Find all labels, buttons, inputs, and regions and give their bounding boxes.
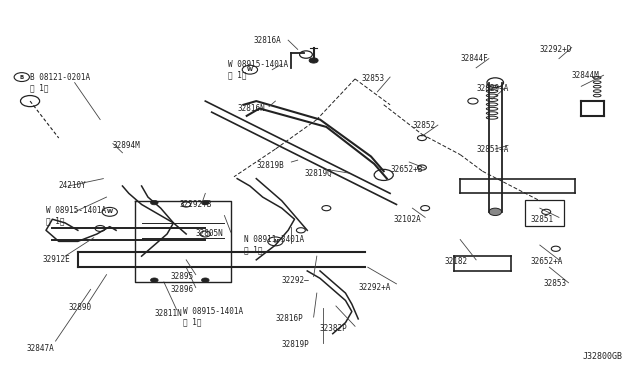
Text: 32819P: 32819P	[282, 340, 310, 349]
Circle shape	[202, 278, 209, 282]
Text: 32819Q: 32819Q	[304, 169, 332, 177]
Text: 32894M: 32894M	[113, 141, 141, 150]
Text: 32890: 32890	[68, 303, 92, 312]
Text: 32912E: 32912E	[43, 255, 70, 264]
Text: 32811N: 32811N	[154, 309, 182, 318]
Text: 32292—: 32292—	[282, 276, 310, 285]
Text: J32800GB: J32800GB	[582, 352, 623, 361]
Text: 32816P: 32816P	[275, 314, 303, 323]
Text: 32851+A: 32851+A	[476, 145, 509, 154]
Text: 32844F: 32844F	[460, 54, 488, 63]
Text: 32851: 32851	[531, 215, 554, 224]
Text: 32895: 32895	[170, 272, 193, 281]
Text: 32847A: 32847A	[27, 344, 54, 353]
Text: 24210Y: 24210Y	[59, 182, 86, 190]
Text: 32382P: 32382P	[320, 324, 348, 333]
Text: N: N	[273, 239, 278, 244]
Text: 32852: 32852	[412, 121, 436, 129]
Text: 32102A: 32102A	[394, 215, 421, 224]
Text: 32182: 32182	[444, 257, 467, 266]
Text: 32829+A: 32829+A	[476, 84, 509, 93]
Circle shape	[150, 278, 158, 282]
Circle shape	[309, 58, 318, 63]
Text: W: W	[107, 209, 113, 214]
Text: 32292+D: 32292+D	[540, 45, 572, 54]
Text: W: W	[247, 67, 253, 72]
Text: 32816A: 32816A	[253, 36, 281, 45]
Circle shape	[202, 201, 209, 205]
Text: 32292+B: 32292+B	[180, 200, 212, 209]
Text: 32652+B: 32652+B	[390, 165, 422, 174]
Text: 32896: 32896	[170, 285, 193, 294]
Circle shape	[150, 201, 158, 205]
Text: 32819B: 32819B	[256, 161, 284, 170]
Circle shape	[489, 208, 502, 215]
Text: 32652+A: 32652+A	[531, 257, 563, 266]
Text: 32816N: 32816N	[237, 104, 265, 113]
Text: 32292+A: 32292+A	[358, 283, 390, 292]
Text: W 08915-1401A
〈 1〉: W 08915-1401A 〈 1〉	[228, 60, 288, 79]
Text: B 08121-0201A
〈 1〉: B 08121-0201A 〈 1〉	[30, 73, 90, 92]
Text: 32853: 32853	[362, 74, 385, 83]
Text: N 08911-3401A
〈 1〉: N 08911-3401A 〈 1〉	[244, 235, 303, 255]
Text: W 08915-1401A
〈 1〉: W 08915-1401A 〈 1〉	[46, 206, 106, 225]
Text: 32844M: 32844M	[572, 71, 600, 80]
Text: 32805N: 32805N	[196, 230, 223, 238]
Text: W 08915-1401A
〈 1〉: W 08915-1401A 〈 1〉	[183, 307, 243, 327]
Text: B: B	[20, 74, 24, 80]
Text: 32853: 32853	[543, 279, 566, 288]
